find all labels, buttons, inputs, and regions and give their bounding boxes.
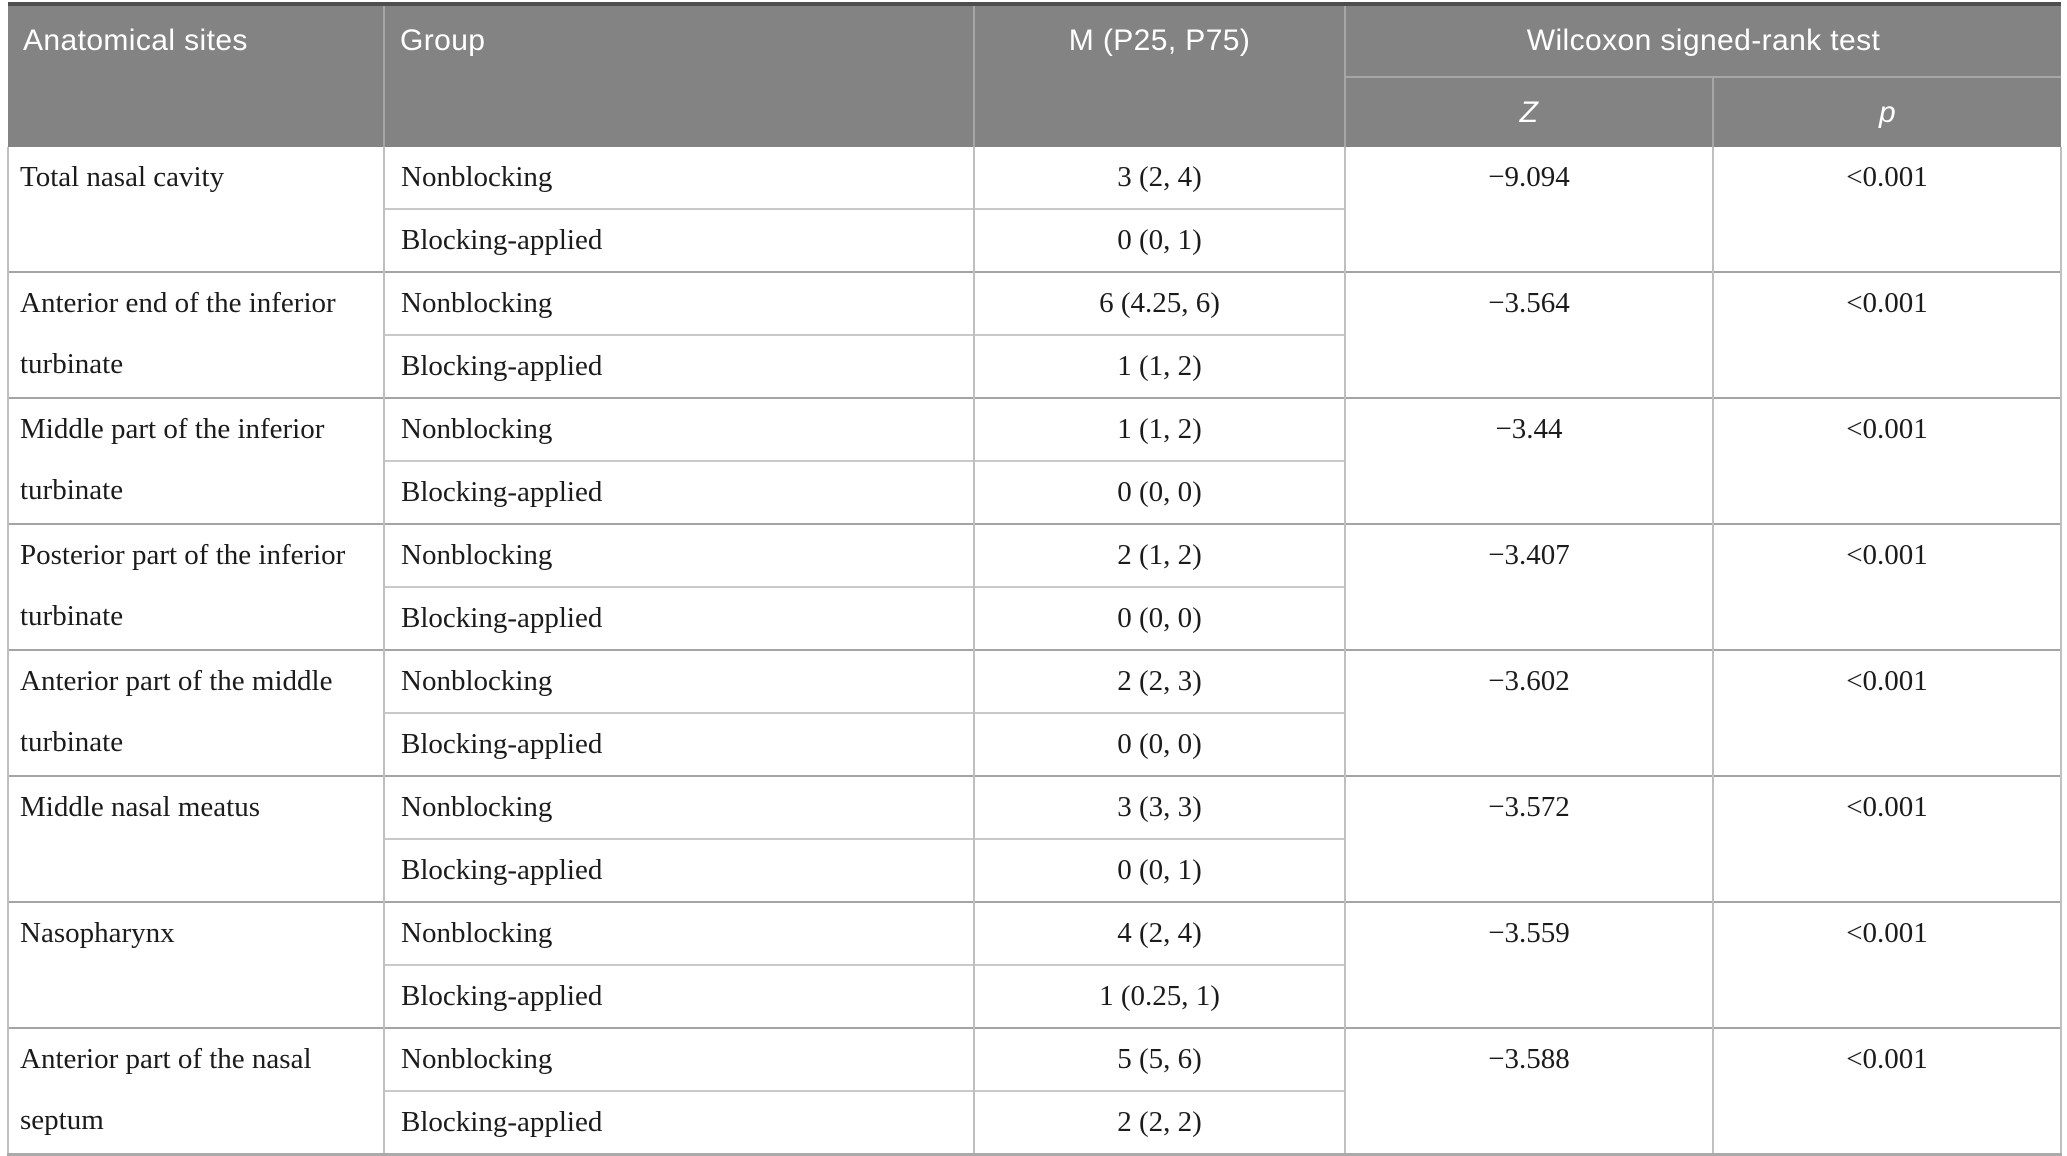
table-row-middle-part-inferior-turbinate: Middle part of the inferior turbinate No… xyxy=(7,397,2063,524)
table-subrow: Blocking-applied 0 (0, 1) xyxy=(8,838,2061,902)
site-cell: Middle part of the inferior turbinate xyxy=(7,397,385,524)
column-header-m-p25-p75: M (P25, P75) xyxy=(973,4,1345,147)
site-cell: Anterior part of the nasal septum xyxy=(7,1027,385,1155)
group-cell: Nonblocking xyxy=(383,901,975,965)
median-cell: 1 (1, 2) xyxy=(973,334,1346,398)
group-cell: Nonblocking xyxy=(383,649,975,713)
median-cell: 1 (0.25, 1) xyxy=(973,964,1346,1028)
group-cell: Blocking-applied xyxy=(383,712,975,776)
table-row-anterior-part-middle-turbinate: Anterior part of the middle turbinate No… xyxy=(7,649,2063,776)
z-value-cell: −3.564 xyxy=(1344,271,1714,398)
site-cell: Total nasal cavity xyxy=(7,147,385,272)
site-cell: Nasopharynx xyxy=(7,901,385,1028)
median-cell: 3 (3, 3) xyxy=(973,775,1346,839)
site-cell: Anterior end of the inferior turbinate xyxy=(7,271,385,398)
group-cell: Blocking-applied xyxy=(383,460,975,524)
group-cell: Nonblocking xyxy=(383,523,975,587)
z-value-cell: −3.407 xyxy=(1344,523,1714,650)
column-header-group: Group xyxy=(383,4,974,147)
column-header-anatomical-sites: Anatomical sites xyxy=(8,4,384,147)
z-value-cell: −3.559 xyxy=(1344,901,1714,1028)
median-cell: 5 (5, 6) xyxy=(973,1027,1346,1091)
group-cell: Nonblocking xyxy=(383,397,975,461)
z-value-cell: −3.588 xyxy=(1344,1027,1714,1155)
table-header: Anatomical sites Group M (P25, P75) Wilc… xyxy=(8,4,2062,147)
p-value-cell: <0.001 xyxy=(1711,523,2063,650)
table-subrow: Blocking-applied 0 (0, 1) xyxy=(8,208,2061,272)
p-value-cell: <0.001 xyxy=(1711,901,2063,1028)
group-cell: Blocking-applied xyxy=(383,586,975,650)
p-value-cell: <0.001 xyxy=(1711,649,2063,776)
median-cell: 0 (0, 1) xyxy=(973,208,1346,272)
z-value-cell: −3.572 xyxy=(1344,775,1714,902)
table-row-total-nasal-cavity: Total nasal cavity Nonblocking 3 (2, 4) … xyxy=(7,147,2063,272)
z-value-cell: −9.094 xyxy=(1344,147,1714,272)
median-cell: 2 (2, 3) xyxy=(973,649,1346,713)
site-cell: Anterior part of the middle turbinate xyxy=(7,649,385,776)
median-cell: 0 (0, 0) xyxy=(973,586,1346,650)
column-header-z: Z xyxy=(1344,77,1713,147)
median-cell: 4 (2, 4) xyxy=(973,901,1346,965)
table-subrow: Blocking-applied 0 (0, 0) xyxy=(8,586,2061,650)
table-subrow: Blocking-applied 0 (0, 0) xyxy=(8,460,2061,524)
median-cell: 3 (2, 4) xyxy=(973,147,1346,209)
median-cell: 0 (0, 0) xyxy=(973,460,1346,524)
column-header-wilcoxon-test: Wilcoxon signed-rank test xyxy=(1343,4,2062,78)
table-row-posterior-part-inferior-turbinate: Posterior part of the inferior turbinate… xyxy=(7,523,2063,650)
group-cell: Blocking-applied xyxy=(383,838,975,902)
table-row-anterior-part-nasal-septum: Anterior part of the nasal septum Nonblo… xyxy=(7,1027,2063,1155)
p-value-cell: <0.001 xyxy=(1711,775,2063,902)
table-row-anterior-end-inferior-turbinate: Anterior end of the inferior turbinate N… xyxy=(7,271,2063,398)
median-cell: 0 (0, 0) xyxy=(973,712,1346,776)
group-cell: Nonblocking xyxy=(383,271,975,335)
group-cell: Nonblocking xyxy=(383,775,975,839)
table-row-nasopharynx: Nasopharynx Nonblocking 4 (2, 4) −3.559 … xyxy=(7,901,2063,1028)
median-cell: 0 (0, 1) xyxy=(973,838,1346,902)
table-subrow: Blocking-applied 1 (1, 2) xyxy=(8,334,2061,398)
z-value-cell: −3.602 xyxy=(1344,649,1714,776)
p-value-cell: <0.001 xyxy=(1711,271,2063,398)
p-value-cell: <0.001 xyxy=(1711,147,2063,272)
site-cell: Posterior part of the inferior turbinate xyxy=(7,523,385,650)
p-value-cell: <0.001 xyxy=(1711,397,2063,524)
table-row-middle-nasal-meatus: Middle nasal meatus Nonblocking 3 (3, 3)… xyxy=(7,775,2063,902)
group-cell: Blocking-applied xyxy=(383,964,975,1028)
column-header-p: p xyxy=(1711,77,2062,147)
table-body: Total nasal cavity Nonblocking 3 (2, 4) … xyxy=(7,147,2063,1155)
median-cell: 2 (2, 2) xyxy=(973,1090,1346,1155)
statistics-table-container: Anatomical sites Group M (P25, P75) Wilc… xyxy=(7,2,2063,1156)
group-cell: Blocking-applied xyxy=(383,1090,975,1155)
table-subrow: Blocking-applied 0 (0, 0) xyxy=(8,712,2061,776)
wilcoxon-results-table: Anatomical sites Group M (P25, P75) Wilc… xyxy=(7,2,2063,1156)
group-cell: Nonblocking xyxy=(383,1027,975,1091)
p-value-cell: <0.001 xyxy=(1711,1027,2063,1155)
z-value-cell: −3.44 xyxy=(1344,397,1714,524)
median-cell: 2 (1, 2) xyxy=(973,523,1346,587)
median-cell: 6 (4.25, 6) xyxy=(973,271,1346,335)
table-subrow: Blocking-applied 1 (0.25, 1) xyxy=(8,964,2061,1028)
group-cell: Blocking-applied xyxy=(383,334,975,398)
site-cell: Middle nasal meatus xyxy=(7,775,385,902)
group-cell: Blocking-applied xyxy=(383,208,975,272)
group-cell: Nonblocking xyxy=(383,147,975,209)
median-cell: 1 (1, 2) xyxy=(973,397,1346,461)
